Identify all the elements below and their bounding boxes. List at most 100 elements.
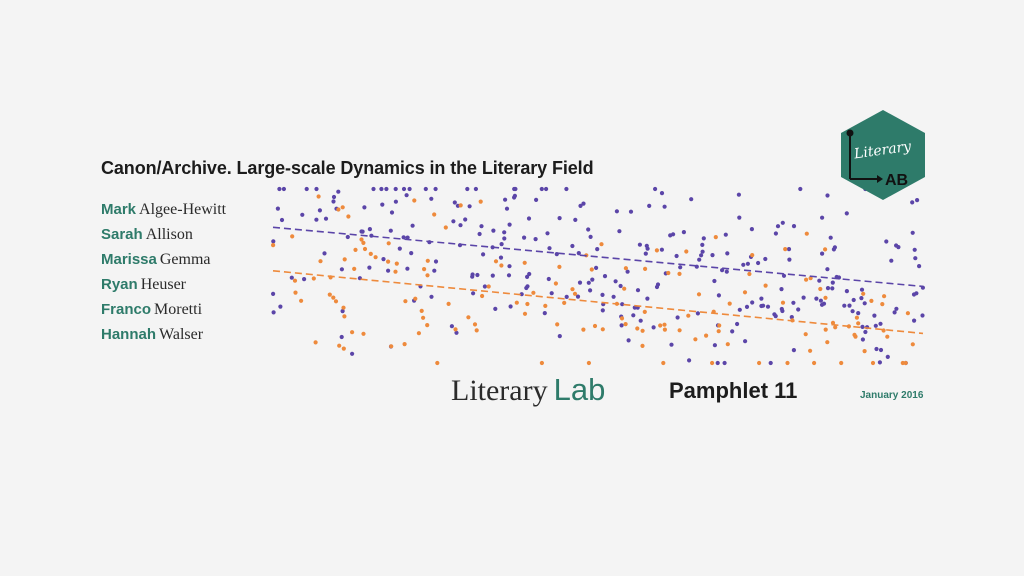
scatter-point bbox=[640, 328, 645, 333]
author-entry: Marissa Gemma bbox=[101, 250, 226, 275]
scatter-point bbox=[645, 296, 650, 301]
scatter-point bbox=[508, 304, 513, 309]
scatter-point bbox=[394, 261, 399, 266]
scatter-point bbox=[859, 287, 865, 292]
scatter-point bbox=[874, 346, 879, 352]
scatter-point bbox=[454, 330, 459, 335]
scatter-point bbox=[617, 229, 622, 234]
scatter-point bbox=[654, 284, 660, 290]
scatter-point bbox=[393, 186, 398, 192]
scatter-point bbox=[653, 186, 658, 192]
scatter-point bbox=[614, 209, 619, 214]
scatter-point bbox=[623, 322, 628, 327]
scatter-point bbox=[595, 247, 600, 252]
scatter-point bbox=[482, 284, 487, 289]
scatter-point bbox=[586, 227, 591, 232]
scatter-point bbox=[433, 186, 438, 192]
scatter-point bbox=[477, 231, 482, 237]
scatter-point bbox=[413, 296, 418, 301]
scatter-point bbox=[299, 298, 304, 303]
scatter-point bbox=[367, 227, 372, 232]
author-list: Mark Algee-Hewitt Sarah Allison Marissa Gem… bbox=[101, 200, 226, 350]
scatter-point bbox=[314, 186, 319, 192]
scatter-point bbox=[564, 186, 569, 192]
scatter-point bbox=[599, 242, 604, 247]
scatter-point bbox=[659, 247, 664, 252]
scatter-point bbox=[480, 293, 485, 299]
scatter-point bbox=[651, 325, 656, 330]
scatter-point bbox=[611, 294, 616, 299]
scatter-point bbox=[825, 286, 831, 291]
scatter-point bbox=[433, 259, 439, 264]
scatter-point bbox=[674, 253, 679, 259]
scatter-point bbox=[386, 259, 391, 264]
author-last-name: Gemma bbox=[159, 251, 211, 268]
scatter-point bbox=[336, 207, 341, 212]
scatter-point bbox=[371, 186, 376, 192]
scatter-point bbox=[659, 191, 665, 196]
scatter-point bbox=[542, 311, 547, 316]
scatter-point bbox=[555, 322, 560, 327]
scatter-point bbox=[513, 186, 518, 192]
scatter-point bbox=[311, 276, 316, 281]
scatter-point bbox=[765, 304, 771, 309]
scatter-point bbox=[654, 248, 659, 253]
scatter-point bbox=[451, 219, 456, 224]
scatter-point bbox=[432, 212, 437, 217]
scatter-point bbox=[289, 275, 294, 280]
scatter-point bbox=[625, 269, 630, 274]
scatter-point bbox=[564, 294, 569, 299]
scatter-point bbox=[823, 327, 828, 332]
scatter-point bbox=[557, 334, 562, 339]
cover-scatter-plot bbox=[271, 186, 926, 366]
scatter-point bbox=[825, 193, 830, 198]
wordmark-lab: Lab bbox=[553, 372, 606, 407]
scatter-point bbox=[905, 311, 911, 316]
scatter-point bbox=[786, 247, 792, 252]
scatter-point bbox=[367, 265, 372, 270]
scatter-point bbox=[741, 262, 746, 267]
scatter-point bbox=[525, 301, 530, 307]
scatter-point bbox=[486, 284, 491, 289]
scatter-point bbox=[910, 230, 915, 235]
scatter-point bbox=[570, 287, 575, 292]
scatter-point bbox=[619, 316, 625, 321]
scatter-point bbox=[798, 186, 803, 192]
scatter-point bbox=[631, 313, 636, 318]
scatter-point bbox=[388, 228, 393, 233]
scatter-point bbox=[773, 231, 778, 236]
scatter-point bbox=[526, 216, 532, 221]
scatter-point bbox=[622, 286, 627, 291]
scatter-point bbox=[724, 269, 729, 274]
scatter-point bbox=[779, 306, 784, 312]
scatter-point bbox=[562, 300, 567, 305]
scatter-point bbox=[573, 217, 578, 222]
scatter-point bbox=[637, 242, 642, 247]
author-last-name: Heuser bbox=[140, 276, 186, 293]
scatter-point bbox=[397, 246, 402, 251]
scatter-point bbox=[502, 236, 507, 241]
publication-date: January 2016 bbox=[860, 390, 924, 401]
scatter-point bbox=[870, 360, 876, 366]
scatter-point bbox=[695, 311, 700, 316]
scatter-point bbox=[553, 281, 558, 286]
scatter-point bbox=[658, 323, 663, 328]
scatter-point bbox=[314, 217, 319, 222]
scatter-point bbox=[796, 307, 801, 312]
scatter-point bbox=[594, 265, 599, 270]
scatter-point bbox=[775, 224, 781, 229]
scatter-point bbox=[859, 296, 864, 301]
logo-text-ab: AB bbox=[885, 172, 908, 189]
scatter-point bbox=[452, 200, 457, 205]
scatter-point bbox=[380, 202, 385, 207]
scatter-point bbox=[278, 304, 283, 309]
scatter-point bbox=[572, 291, 578, 296]
scatter-point bbox=[449, 324, 454, 329]
scatter-point bbox=[747, 271, 752, 277]
scatter-point bbox=[716, 293, 721, 298]
scatter-point bbox=[823, 295, 828, 300]
scatter-point bbox=[592, 323, 598, 329]
scatter-point bbox=[475, 272, 480, 278]
scatter-point bbox=[736, 192, 741, 197]
scatter-point bbox=[600, 308, 605, 313]
